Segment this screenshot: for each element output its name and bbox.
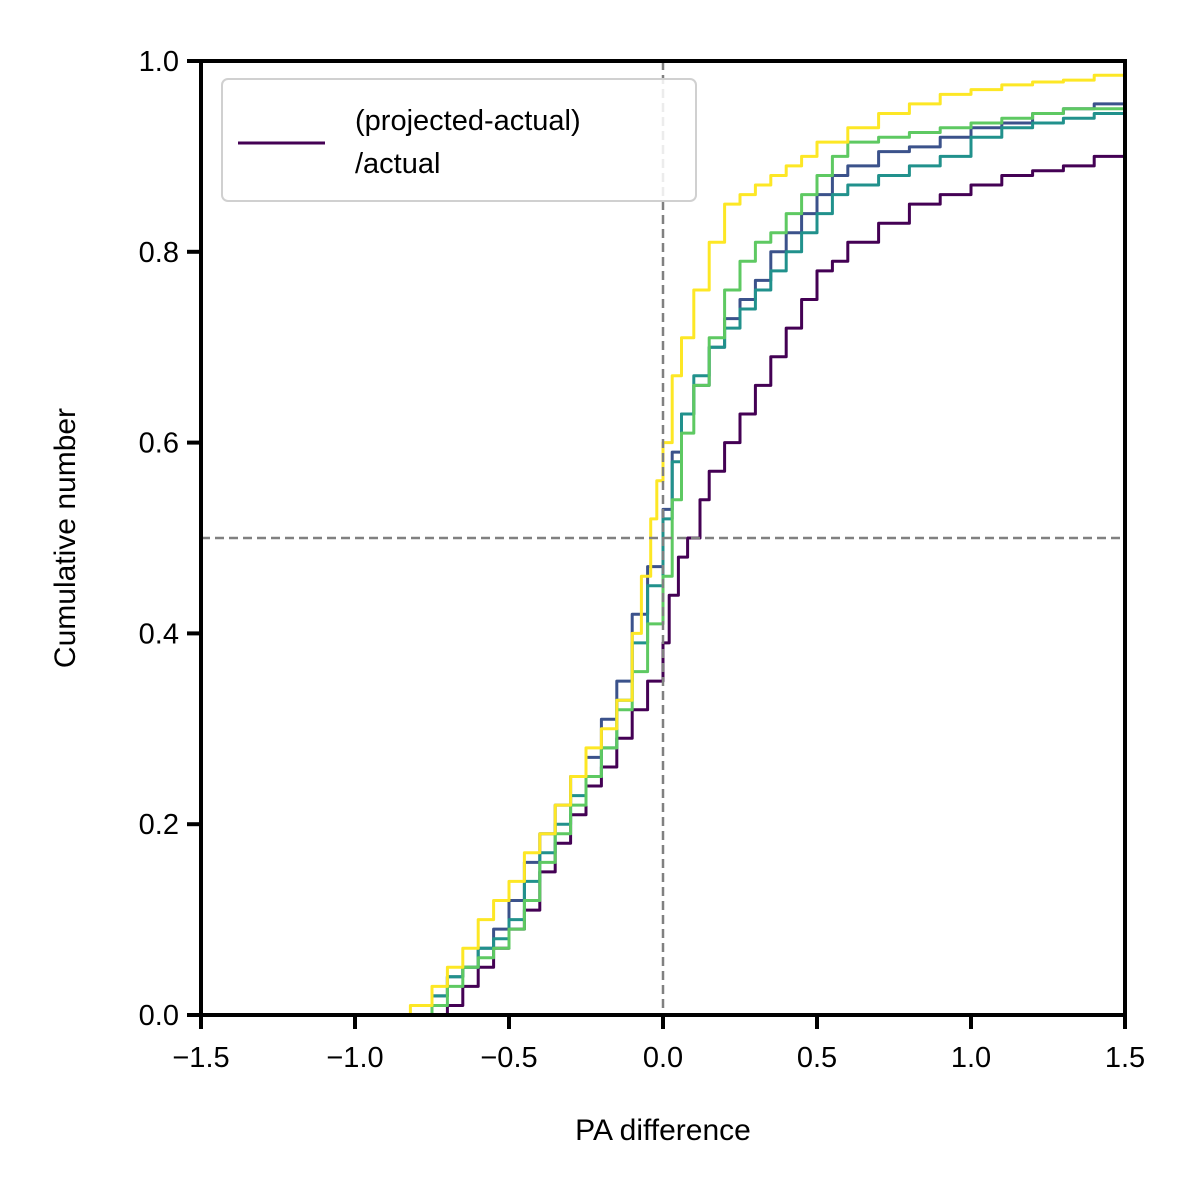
series-layer: [392, 73, 1127, 1017]
y-tick-label: 0.0: [139, 1000, 179, 1032]
y-tick-label: 1.0: [139, 46, 179, 78]
y-tick-label: 0.6: [139, 428, 179, 460]
x-tick-label: −1.0: [326, 1042, 383, 1074]
legend-label-line1: (projected-actual): [355, 105, 581, 137]
x-axis-label: PA difference: [575, 1114, 751, 1147]
y-axis-label: Cumulative number: [49, 408, 82, 668]
series-line-2: [416, 108, 1127, 1017]
series-line-4: [392, 73, 1125, 1017]
series-line-0: [432, 146, 1127, 1017]
y-tick-label: 0.4: [139, 618, 179, 650]
legend-label-line2: /actual: [355, 148, 440, 180]
legend-box: [221, 78, 697, 202]
x-tick-label: −1.5: [172, 1042, 229, 1074]
series-line-3: [416, 103, 1127, 1017]
reference-lines: [201, 61, 1125, 1015]
legend: (projected-actual) /actual: [221, 78, 697, 202]
x-tick-label: −0.5: [480, 1042, 537, 1074]
x-tick-label: 0.0: [643, 1042, 683, 1074]
y-tick-label: 0.2: [139, 809, 179, 841]
x-tick-label: 1.5: [1105, 1042, 1145, 1074]
x-tick-label: 1.0: [951, 1042, 991, 1074]
x-tick-label: 0.5: [797, 1042, 837, 1074]
ticks: −1.5 −1.0 −0.5 0.0 0.5 1.0 1.5 0.0 0.2 0.4 0.6 0.8 1…: [139, 46, 1145, 1074]
series-line-1: [410, 97, 1127, 1017]
y-tick-label: 0.8: [139, 237, 179, 269]
